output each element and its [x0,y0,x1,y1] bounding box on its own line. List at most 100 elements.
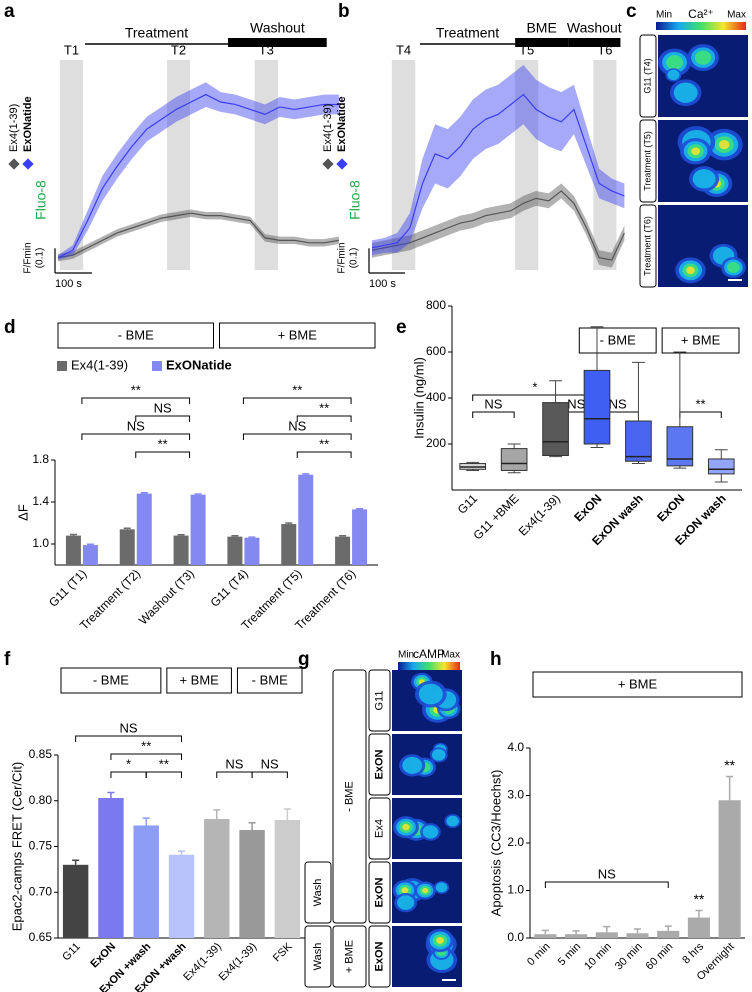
header-box [60,667,162,694]
bar [335,536,351,565]
box [542,402,569,457]
row-label: G11 (T4) [642,58,652,93]
legend-label: Ex4(1-39) [8,104,20,152]
bar [718,800,741,938]
row-label-box [368,861,391,924]
period-bar [515,38,569,47]
row-label-box [368,669,391,732]
bracket [242,397,352,404]
box [583,369,611,445]
bracket-label: NS [288,418,306,433]
colorbar-max: Max [727,10,746,21]
period-bar [568,38,621,47]
y-tick-label: 0.85 [29,747,53,761]
period-label: Washout [567,20,622,36]
trace-line [57,212,340,259]
bar [565,934,588,938]
x-tick-label: G11 [455,491,481,517]
legend-label: Ex4(1-39) [71,357,128,372]
y-tick-label: 0.80 [29,793,53,807]
significance-label: ** [724,757,735,773]
bar [168,854,195,938]
x-tick-label: G11 [60,941,83,964]
period-label: BME [526,20,556,36]
error-bar [248,821,256,831]
condition-box [304,925,332,988]
error-bar [634,928,641,934]
panel-letter: c [626,1,637,22]
panel-letter: e [396,317,407,338]
error-bar [285,522,293,525]
bar [657,930,680,938]
bracket [145,771,182,778]
bracket-label: ** [131,382,141,397]
bar [352,509,368,565]
condition-label: Wash [312,943,324,971]
bar [82,545,98,565]
y-tick-label: 0.65 [29,930,53,944]
condition-label: Wash [312,879,324,907]
window-label: T1 [64,42,79,57]
y-tick-label: 1.0 [507,883,524,897]
time-window [391,60,416,270]
header-box [236,667,303,694]
row-label: ExON [373,941,385,971]
bracket-label: ** [141,738,151,753]
bar [227,536,243,565]
bar [204,819,230,938]
bar [119,529,135,565]
legend-swatch [322,158,334,170]
error-band [372,183,625,268]
bar [62,864,89,938]
y-tick-label: 200 [426,436,446,450]
bar [281,524,297,565]
bracket-label: NS [120,720,138,735]
cell [402,823,410,831]
header-box [219,322,376,349]
x-tick-label: Ex4(1-39) [516,491,563,538]
bar [687,917,710,938]
error-bar [664,925,672,931]
bracket-label: NS [225,756,243,771]
whisker-high [673,351,687,427]
error-band [58,209,339,262]
cell [435,882,448,893]
bracket-label: NS [154,400,172,415]
whisker-low [590,444,604,448]
bracket-label: NS [598,866,616,881]
error-bar [339,535,347,537]
bracket [110,771,147,778]
period-label: Treatment [125,25,188,41]
bracket [679,411,722,418]
whisker-high [714,449,728,459]
bar [136,493,152,565]
bracket [81,397,191,404]
bar [65,535,81,565]
row-label-box [368,733,391,796]
condition-box [304,861,332,924]
cell [436,937,444,944]
error-bar [541,929,549,935]
error-bar [140,492,148,494]
bracket [296,415,352,422]
y-tick-label: 0.0 [507,930,524,944]
row-label-box [639,119,657,203]
time-window [593,60,617,270]
error-bar [231,535,239,537]
box [666,426,694,467]
header-label: - BME [118,327,154,342]
box [707,458,735,475]
y-tick-label: 1.8 [32,452,49,466]
bar [626,933,649,938]
bracket [251,771,288,778]
x-tick-label: 30 min [613,941,645,973]
row-label-box [368,797,391,860]
error-bar [356,507,364,510]
error-bar [572,930,580,935]
cell [691,147,700,156]
trace-line [371,93,625,249]
cell [718,139,730,150]
cell [692,169,716,189]
whisker-high [549,380,562,403]
x-tick-label: G11 (T4) [208,566,251,609]
